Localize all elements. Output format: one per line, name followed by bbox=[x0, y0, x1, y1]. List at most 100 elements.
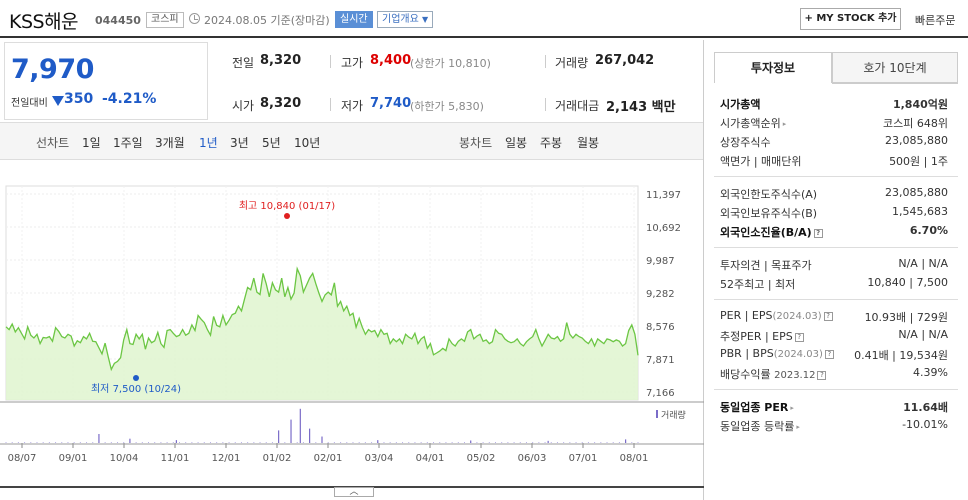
dividend-text: 배당수익률 bbox=[720, 368, 771, 381]
candle-chart-label: 봉차트 bbox=[459, 136, 493, 150]
caret-right-icon[interactable]: ▸ bbox=[782, 120, 787, 128]
low-marker bbox=[133, 375, 139, 381]
shares-value: 23,085,880 bbox=[885, 134, 948, 147]
amount-value: 2,143 백만 bbox=[606, 96, 676, 115]
sector-change-value: -10.01% bbox=[902, 418, 948, 431]
chevron-up-icon[interactable]: ︿ bbox=[334, 487, 374, 497]
help-icon[interactable]: ? bbox=[824, 349, 834, 359]
x-tick-label: 05/02 bbox=[467, 453, 496, 464]
caret-right-icon[interactable]: ▸ bbox=[796, 423, 800, 431]
x-tick-label: 09/01 bbox=[59, 453, 88, 464]
low-label: 저가 bbox=[341, 99, 364, 113]
tab-daily[interactable]: 일봉 bbox=[505, 136, 528, 150]
foreign-hold-value: 1,545,683 bbox=[892, 205, 948, 218]
tab-5y[interactable]: 5년 bbox=[262, 136, 281, 150]
tab-orderbook[interactable]: 호가 10단계 bbox=[832, 52, 958, 83]
y-tick-label: 7,166 bbox=[646, 388, 675, 399]
tab-weekly[interactable]: 주봉 bbox=[540, 136, 563, 150]
tab-1w[interactable]: 1주일 bbox=[113, 136, 143, 150]
foreign-hold-label: 외국인보유주식수(B) bbox=[720, 207, 818, 220]
divider bbox=[545, 55, 546, 68]
current-price: 7,970 bbox=[11, 54, 94, 85]
y-tick-label: 9,987 bbox=[646, 256, 675, 267]
high-label: 고가 bbox=[341, 56, 364, 70]
est-per-value: N/A | N/A bbox=[898, 328, 948, 341]
amount-unit: 백만 bbox=[651, 100, 676, 115]
par-value-value: 500원 | 1주 bbox=[889, 155, 948, 168]
stock-code: 044450 bbox=[95, 14, 141, 27]
cap-rank-text: 시가총액순위 bbox=[720, 117, 781, 130]
est-per-text: 추정PER | EPS bbox=[720, 330, 793, 343]
change-value: 350 bbox=[64, 91, 94, 107]
caret-right-icon[interactable]: ▸ bbox=[790, 404, 794, 412]
x-tick-label: 04/01 bbox=[416, 453, 445, 464]
x-tick-label: 07/01 bbox=[569, 453, 598, 464]
y-tick-label: 9,282 bbox=[646, 289, 675, 300]
quick-order-link[interactable]: 빠른주문 bbox=[915, 14, 956, 27]
high-marker bbox=[284, 213, 290, 219]
divider bbox=[714, 176, 958, 177]
divider bbox=[714, 299, 958, 300]
change-label: 전일대비 bbox=[11, 98, 48, 109]
high-annotation: 최고 10,840 (01/17) bbox=[239, 200, 335, 212]
open-label: 시가 bbox=[232, 99, 255, 113]
per-eps-text: PER | EPS bbox=[720, 309, 773, 322]
cap-rank-label: 시가총액순위 ▸ bbox=[720, 115, 786, 131]
company-name[interactable]: KSS해운 bbox=[9, 11, 79, 33]
pbr-bps-text: PBR | BPS bbox=[720, 347, 774, 360]
dividend-date: 2023.12 bbox=[774, 370, 816, 381]
divider bbox=[714, 389, 958, 390]
pbr-bps-label: PBR | BPS(2024.03)? bbox=[720, 347, 834, 360]
market-cap-value: 1,840억원 bbox=[892, 98, 948, 111]
x-tick-label: 08/07 bbox=[8, 453, 37, 464]
price-chart[interactable]: 11,397 10,692 9,987 9,282 8,576 7,871 7,166 08/… bbox=[0, 180, 704, 470]
est-per-label: 추정PER | EPS? bbox=[720, 328, 804, 344]
x-tick-label: 02/01 bbox=[314, 453, 343, 464]
help-icon[interactable]: ? bbox=[813, 228, 823, 238]
tab-1y[interactable]: 1년 bbox=[199, 136, 218, 150]
tab-monthly[interactable]: 월봉 bbox=[577, 136, 600, 150]
clock-icon bbox=[189, 13, 200, 24]
company-info-label: 기업개요 bbox=[382, 14, 419, 25]
volume-value: 267,042 bbox=[595, 53, 655, 68]
per-eps-label: PER | EPS(2024.03)? bbox=[720, 309, 833, 322]
lower-limit: (하한가 5,830) bbox=[410, 100, 484, 113]
tab-3y[interactable]: 3년 bbox=[230, 136, 249, 150]
help-icon[interactable]: ? bbox=[817, 370, 827, 380]
foreign-rate-value: 6.70% bbox=[909, 224, 948, 237]
divider bbox=[714, 247, 958, 248]
tab-3m[interactable]: 3개월 bbox=[155, 136, 185, 150]
amount-label: 거래대금 bbox=[555, 99, 600, 113]
period-tab-bar bbox=[0, 122, 703, 160]
volume-legend: 거래량 bbox=[661, 409, 686, 421]
add-mystock-button[interactable]: + MY STOCK 추가 bbox=[800, 8, 901, 30]
dividend-label: 배당수익률 2023.12? bbox=[720, 366, 827, 382]
x-tick-label: 10/04 bbox=[110, 453, 139, 464]
high-value: 8,400 bbox=[370, 53, 412, 68]
x-tick-label: 06/03 bbox=[518, 453, 547, 464]
price-line bbox=[5, 266, 639, 372]
chart-pane bbox=[0, 40, 704, 500]
tab-1d[interactable]: 1일 bbox=[82, 136, 101, 150]
foreign-rate-text: 외국인소진율(B/A) bbox=[720, 226, 812, 239]
per-eps-date: (2024.03) bbox=[772, 311, 822, 322]
price-box bbox=[4, 42, 208, 120]
help-icon[interactable]: ? bbox=[823, 311, 833, 321]
realtime-button[interactable]: 실시간 bbox=[335, 11, 373, 28]
sector-change-label: 동일업종 등락률 ▸ bbox=[720, 418, 800, 434]
amount-number: 2,143 bbox=[606, 100, 648, 115]
help-icon[interactable]: ? bbox=[794, 332, 804, 342]
chevron-down-icon: ▼ bbox=[422, 15, 429, 24]
x-tick-label: 03/04 bbox=[365, 453, 394, 464]
prev-close-value: 8,320 bbox=[260, 53, 302, 68]
week52-label: 52주최고 | 최저 bbox=[720, 278, 796, 291]
tab-10y[interactable]: 10년 bbox=[294, 136, 321, 150]
tab-invest-info[interactable]: 투자정보 bbox=[714, 52, 832, 83]
volume-legend-swatch bbox=[656, 410, 658, 418]
market-badge: 코스피 bbox=[146, 12, 184, 28]
company-info-dropdown[interactable]: 기업개요 ▼ bbox=[377, 11, 434, 28]
volume-label: 거래량 bbox=[555, 56, 589, 70]
foreign-limit-value: 23,085,880 bbox=[885, 186, 948, 199]
opinion-label: 투자의견 | 목표주가 bbox=[720, 259, 812, 272]
y-tick-label: 10,692 bbox=[646, 223, 681, 234]
